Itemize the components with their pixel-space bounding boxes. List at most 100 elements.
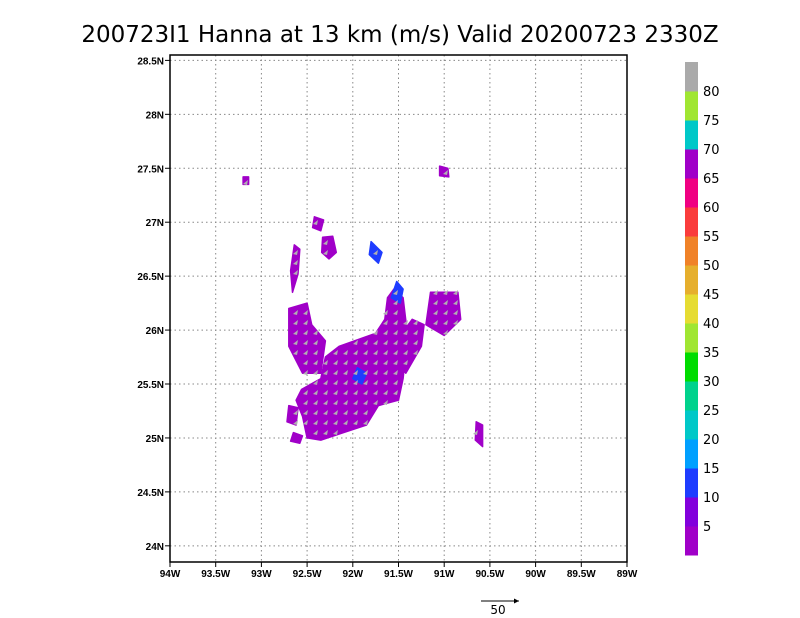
- x-tick-label: 90.5W: [475, 569, 504, 580]
- wind-vector: [293, 340, 298, 345]
- wind-vector: [393, 310, 398, 315]
- wind-vector: [383, 330, 388, 335]
- wind-vector: [393, 390, 398, 395]
- colorbar-label: 75: [703, 114, 720, 129]
- wind-vector: [383, 400, 388, 405]
- wind-vector: [433, 300, 438, 305]
- reference-arrow-head: [514, 598, 519, 604]
- wind-vector: [303, 330, 308, 335]
- reference-vector: 50: [481, 598, 519, 617]
- wind-vector: [353, 360, 358, 365]
- wind-vector: [373, 390, 378, 395]
- wind-vector: [323, 380, 328, 385]
- wind-vector: [453, 320, 458, 325]
- wind-vector: [363, 400, 368, 405]
- wind-regions: [242, 165, 484, 448]
- x-tick-label: 89.5W: [567, 569, 596, 580]
- wind-vector: [373, 250, 378, 255]
- wind-region: [289, 244, 301, 294]
- wind-vector: [413, 340, 418, 345]
- wind-vector: [383, 320, 388, 325]
- plot-area: 94W 93.5W 93W 92.5W 92W 91.5W 91W 90.5W 90W 89.5W…: [137, 54, 638, 580]
- wind-vector: [313, 390, 318, 395]
- colorbar-label: 50: [703, 259, 720, 274]
- colorbar-label: 20: [703, 433, 720, 448]
- colorbar-swatch: [685, 323, 698, 353]
- wind-vector: [343, 370, 348, 375]
- wind-vector: [303, 370, 308, 375]
- wind-vector: [403, 350, 408, 355]
- wind-vector: [323, 250, 328, 255]
- colorbar-swatch: [685, 178, 698, 208]
- y-tick-label: 25.5N: [137, 380, 164, 391]
- wind-vector: [363, 340, 368, 345]
- wind-vector: [403, 330, 408, 335]
- wind-vector: [313, 330, 318, 335]
- x-tick-label: 92W: [343, 569, 364, 580]
- colorbar-swatch: [685, 91, 698, 121]
- wind-vector: [313, 430, 318, 435]
- wind-vector: [313, 220, 318, 225]
- wind-vector: [353, 380, 358, 385]
- wind-vector: [383, 370, 388, 375]
- wind-vector: [293, 310, 298, 315]
- colorbar-swatch: [685, 497, 698, 527]
- colorbar-label: 10: [703, 491, 720, 506]
- wind-vector: [303, 320, 308, 325]
- colorbar-swatch: [685, 236, 698, 266]
- wind-vector: [383, 310, 388, 315]
- colorbar-label: 65: [703, 172, 720, 187]
- wind-vector: [393, 380, 398, 385]
- wind-vector: [373, 380, 378, 385]
- y-tick-label: 26.5N: [137, 272, 164, 283]
- wind-vector: [293, 250, 298, 255]
- colorbar-swatch: [685, 352, 698, 382]
- wind-vector: [323, 370, 328, 375]
- wind-vector: [393, 330, 398, 335]
- y-tick-label: 26N: [146, 326, 164, 337]
- wind-vector: [413, 330, 418, 335]
- y-tick-label: 27N: [146, 218, 164, 229]
- wind-vector: [293, 350, 298, 355]
- wind-vector: [323, 240, 328, 245]
- wind-vector: [343, 400, 348, 405]
- wind-vector: [373, 370, 378, 375]
- wind-vector: [433, 290, 438, 295]
- wind-vector: [353, 410, 358, 415]
- wind-vector: [343, 380, 348, 385]
- colorbar-label: 35: [703, 346, 720, 361]
- wind-vector: [353, 340, 358, 345]
- wind-vector: [323, 390, 328, 395]
- wind-vector: [343, 410, 348, 415]
- wind-vector: [363, 410, 368, 415]
- wind-region: [286, 404, 299, 426]
- y-tick-label: 24N: [146, 542, 164, 553]
- x-tick-label: 92.5W: [293, 569, 322, 580]
- colorbar-label: 30: [703, 375, 720, 390]
- wind-vector: [443, 320, 448, 325]
- y-tick-label: 28N: [146, 110, 164, 121]
- wind-vector: [393, 370, 398, 375]
- wind-vector: [323, 420, 328, 425]
- colorbar-label: 15: [703, 462, 720, 477]
- wind-vector: [393, 300, 398, 305]
- colorbar-swatch: [685, 294, 698, 324]
- wind-vector: [313, 370, 318, 375]
- wind-region: [289, 431, 304, 445]
- wind-vector: [353, 420, 358, 425]
- wind-vector: [313, 410, 318, 415]
- wind-vector: [353, 400, 358, 405]
- chart-title: 200723I1 Hanna at 13 km (m/s) Valid 2020…: [81, 22, 718, 48]
- wind-vector: [393, 340, 398, 345]
- wind-vector: [303, 350, 308, 355]
- colorbar-label: 55: [703, 230, 720, 245]
- wind-vector: [343, 420, 348, 425]
- wind-vector: [363, 370, 368, 375]
- wind-vector: [443, 290, 448, 295]
- colorbar-swatch: [685, 526, 698, 556]
- wind-vector: [393, 320, 398, 325]
- wind-vector: [383, 390, 388, 395]
- wind-vector: [303, 340, 308, 345]
- wind-vector: [413, 320, 418, 325]
